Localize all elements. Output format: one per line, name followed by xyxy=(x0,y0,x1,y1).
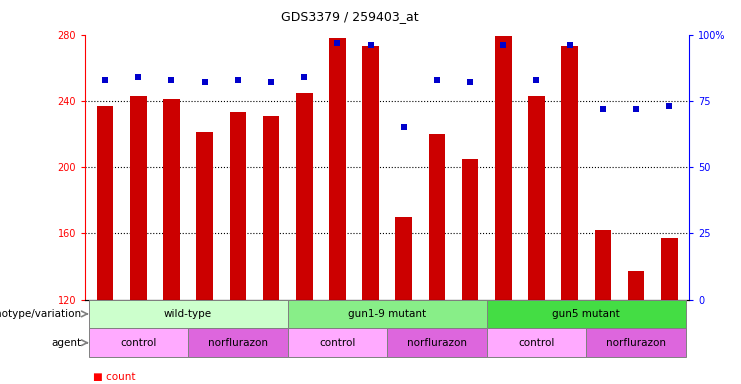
Bar xyxy=(661,238,677,300)
Text: agent: agent xyxy=(51,338,82,348)
Point xyxy=(99,76,111,83)
Text: GDS3379 / 259403_at: GDS3379 / 259403_at xyxy=(282,10,419,23)
Bar xyxy=(196,132,213,300)
Text: norflurazon: norflurazon xyxy=(208,338,268,348)
Text: norflurazon: norflurazon xyxy=(407,338,467,348)
Bar xyxy=(428,134,445,300)
Point xyxy=(597,106,609,112)
Bar xyxy=(462,159,479,300)
Bar xyxy=(163,99,180,300)
Text: control: control xyxy=(319,338,356,348)
Point xyxy=(365,42,376,48)
Point xyxy=(199,79,210,85)
Point xyxy=(630,106,642,112)
Point xyxy=(265,79,277,85)
Point xyxy=(464,79,476,85)
Text: ■ count: ■ count xyxy=(93,372,135,382)
Bar xyxy=(230,113,246,300)
Bar xyxy=(362,46,379,300)
Bar xyxy=(562,46,578,300)
Point xyxy=(663,103,675,109)
Point xyxy=(133,74,144,80)
Point xyxy=(431,76,443,83)
Bar xyxy=(263,116,279,300)
Point xyxy=(564,42,576,48)
Point xyxy=(299,74,310,80)
Bar xyxy=(594,230,611,300)
Bar xyxy=(296,93,313,300)
Bar xyxy=(628,271,645,300)
Point xyxy=(232,76,244,83)
Text: gun1-9 mutant: gun1-9 mutant xyxy=(348,309,426,319)
Point xyxy=(398,124,410,131)
Point xyxy=(331,40,343,46)
Text: norflurazon: norflurazon xyxy=(606,338,666,348)
Point xyxy=(497,42,509,48)
Bar xyxy=(528,96,545,300)
Bar xyxy=(495,36,511,300)
Text: control: control xyxy=(120,338,156,348)
Text: gun5 mutant: gun5 mutant xyxy=(552,309,620,319)
Point xyxy=(531,76,542,83)
Text: wild-type: wild-type xyxy=(164,309,212,319)
Bar xyxy=(97,106,113,300)
Bar xyxy=(130,96,147,300)
Bar xyxy=(396,217,412,300)
Text: genotype/variation: genotype/variation xyxy=(0,309,82,319)
Bar xyxy=(329,38,346,300)
Text: control: control xyxy=(518,338,555,348)
Point xyxy=(165,76,177,83)
